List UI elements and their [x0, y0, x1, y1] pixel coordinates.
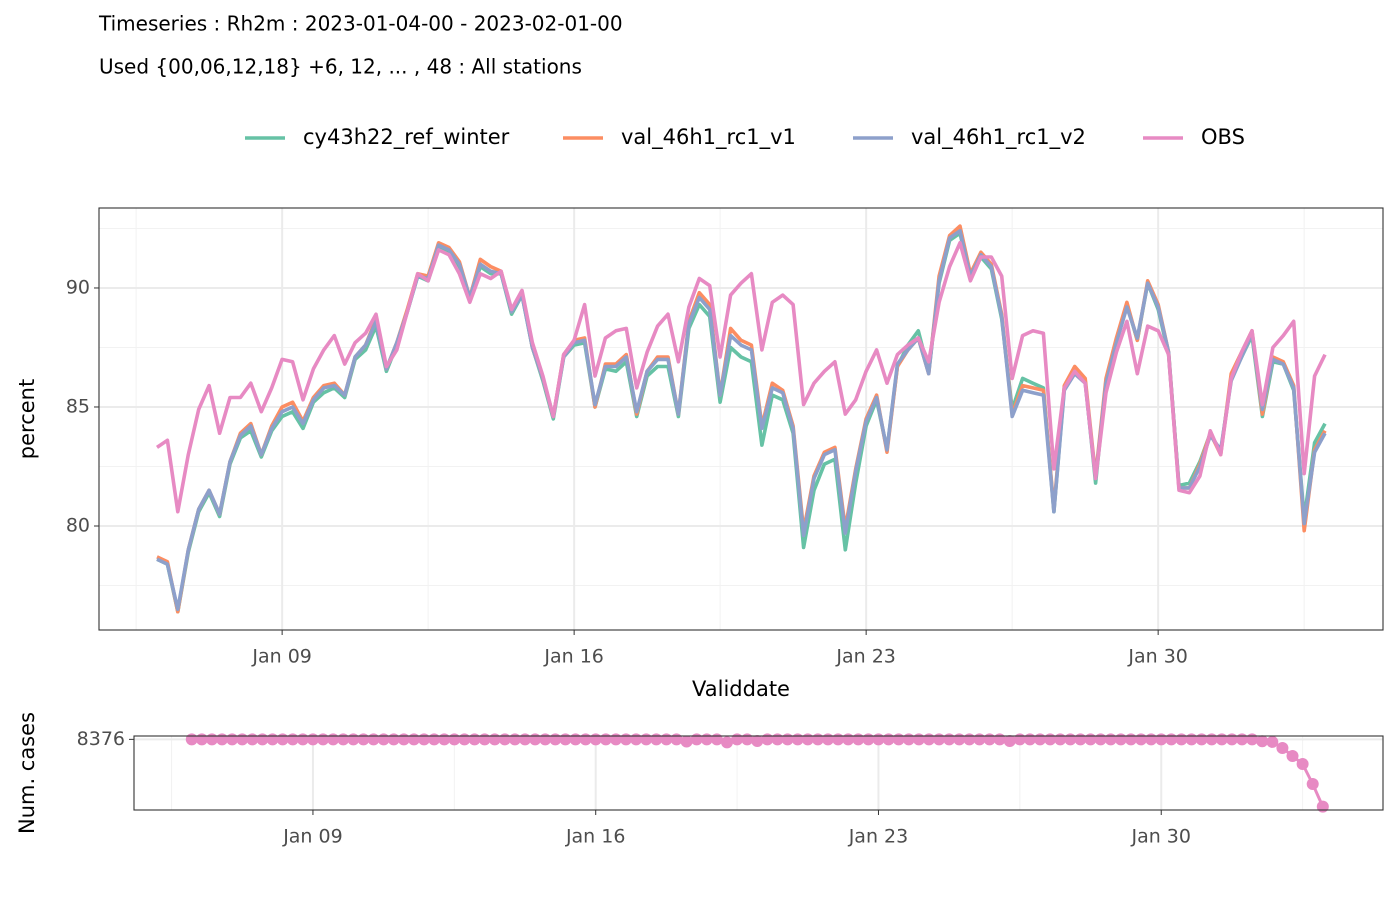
- marker: [1286, 749, 1299, 762]
- x-tick-label: Jan 09: [282, 826, 343, 848]
- legend-label: OBS: [1201, 125, 1245, 149]
- x-tick-label: Jan 30: [1127, 646, 1188, 668]
- legend-label: val_46h1_rc1_v1: [621, 125, 796, 150]
- marker: [993, 733, 1006, 746]
- x-tick-label: Jan 16: [543, 646, 604, 668]
- marker: [1003, 734, 1016, 747]
- marker: [1256, 735, 1269, 748]
- x-tick-label: Jan 23: [848, 826, 909, 848]
- marker: [751, 734, 764, 747]
- panel-border: [98, 207, 1384, 631]
- marker: [1276, 742, 1289, 755]
- x-tick-label: Jan 30: [1130, 826, 1191, 848]
- x-tick-label: Jan 16: [565, 826, 626, 848]
- marker: [710, 733, 723, 746]
- y-axis-label: percent: [15, 379, 39, 459]
- y-tick-label: 90: [66, 276, 90, 298]
- chart-subtitle: Used {00,06,12,18} +6, 12, ... , 48 : Al…: [99, 55, 582, 79]
- plot-panel: [134, 736, 1383, 810]
- panel-border: [133, 735, 1384, 811]
- y-tick-label: 85: [66, 395, 90, 417]
- x-tick-label: Jan 23: [835, 646, 896, 668]
- marker: [1316, 800, 1329, 813]
- line: [155, 241, 1327, 514]
- marker: [1246, 733, 1259, 746]
- marker: [720, 736, 733, 749]
- y-tick-label: 80: [66, 514, 90, 536]
- marker: [1306, 777, 1319, 790]
- legend-label: cy43h22_ref_winter: [303, 125, 510, 150]
- marker: [741, 733, 754, 746]
- marker: [670, 733, 683, 746]
- x-tick-label: Jan 09: [251, 646, 312, 668]
- x-axis-label: Validdate: [692, 677, 790, 701]
- chart-title: Timeseries : Rh2m : 2023-01-04-00 - 2023…: [98, 12, 623, 36]
- plot-panel: [99, 208, 1383, 630]
- marker: [1296, 758, 1309, 771]
- legend-label: val_46h1_rc1_v2: [911, 125, 1086, 150]
- marker: [1266, 735, 1279, 748]
- marker: [680, 735, 693, 748]
- y-axis-label: Num. cases: [15, 712, 39, 834]
- line: [156, 229, 1327, 612]
- y-tick-label: 8376: [77, 728, 125, 750]
